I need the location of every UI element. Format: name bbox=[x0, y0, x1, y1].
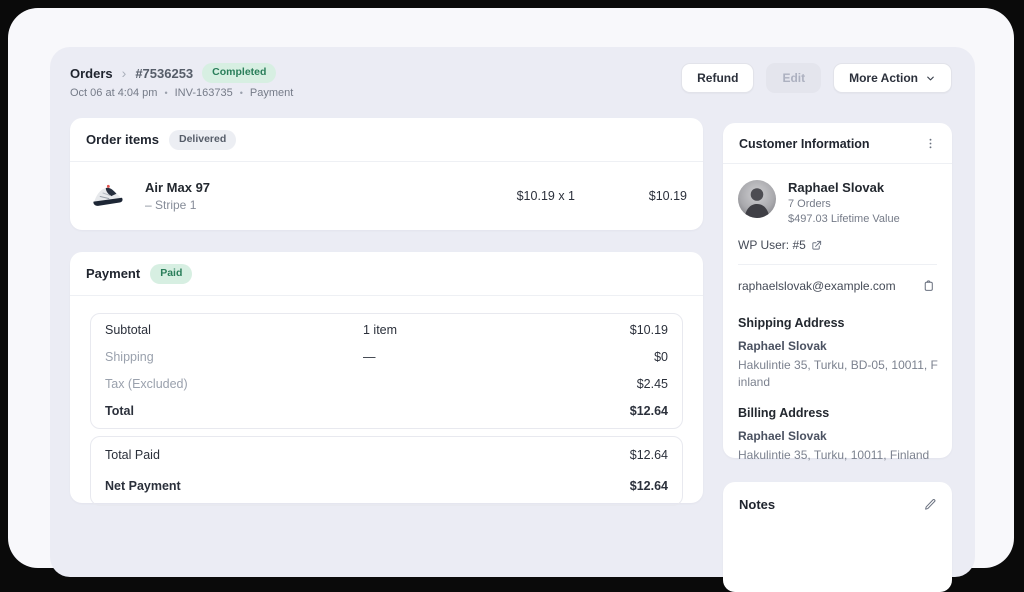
notes-header: Notes bbox=[723, 482, 952, 525]
row-label: Net Payment bbox=[105, 479, 181, 494]
row-value: $0 bbox=[654, 350, 668, 365]
order-items-card: Order items Delivered bbox=[70, 118, 703, 230]
breadcrumb: Orders › #7536253 Completed bbox=[70, 63, 277, 83]
notes-card: Notes bbox=[723, 482, 952, 592]
wp-user-link[interactable]: WP User: #5 bbox=[738, 238, 937, 252]
refund-button[interactable]: Refund bbox=[681, 63, 755, 93]
customer-summary: Raphael Slovak 7 Orders $497.03 Lifetime… bbox=[738, 180, 937, 225]
order-detail-panel: Orders › #7536253 Completed Oct 06 at 4:… bbox=[50, 47, 975, 592]
product-variant: – Stripe 1 bbox=[145, 198, 197, 213]
delivery-status-badge: Delivered bbox=[168, 130, 237, 150]
shipping-address-name: Raphael Slovak bbox=[738, 339, 827, 353]
chevron-down-icon bbox=[925, 73, 936, 84]
external-link-icon bbox=[811, 240, 822, 251]
edit-button[interactable]: Edit bbox=[766, 63, 822, 93]
customer-card-body: Raphael Slovak 7 Orders $497.03 Lifetime… bbox=[723, 180, 952, 464]
row-label: Total bbox=[105, 404, 134, 419]
order-meta-section: Payment bbox=[249, 87, 294, 99]
avatar bbox=[738, 180, 776, 218]
copy-icon[interactable] bbox=[920, 277, 937, 294]
edit-pencil-icon[interactable] bbox=[922, 496, 939, 513]
kebab-menu-icon[interactable] bbox=[922, 135, 939, 152]
row-value: $12.64 bbox=[629, 404, 668, 419]
more-action-button[interactable]: More Action bbox=[833, 63, 952, 93]
row-value: $12.64 bbox=[629, 448, 668, 463]
product-name: Air Max 97 bbox=[145, 180, 211, 196]
order-items-header: Order items Delivered bbox=[70, 118, 703, 162]
product-line-total: $10.19 bbox=[648, 189, 687, 204]
order-item-row: Air Max 97 – Stripe 1 $10.19 x 1 $10.19 bbox=[70, 162, 703, 231]
payment-row-shipping: Shipping — $0 bbox=[91, 344, 682, 371]
customer-email-row: raphaelslovak@example.com bbox=[738, 265, 937, 305]
shipping-address-heading: Shipping Address bbox=[738, 316, 845, 330]
divider bbox=[738, 264, 937, 265]
row-label: Total Paid bbox=[105, 448, 160, 463]
payment-row-net-payment: Net Payment $12.64 bbox=[91, 471, 682, 502]
payment-card: Payment Paid Subtotal 1 item $10.19 Ship… bbox=[70, 252, 703, 506]
payment-header: Payment Paid bbox=[70, 252, 703, 296]
row-label: Tax (Excluded) bbox=[105, 377, 188, 392]
payment-title: Payment bbox=[86, 266, 141, 282]
product-unit-price: $10.19 x 1 bbox=[516, 189, 575, 204]
row-detail: — bbox=[363, 350, 376, 365]
row-value: $2.45 bbox=[636, 377, 668, 392]
app-window: Orders › #7536253 Completed Oct 06 at 4:… bbox=[8, 8, 1014, 592]
row-value: $10.19 bbox=[629, 323, 668, 338]
customer-name: Raphael Slovak bbox=[788, 180, 885, 195]
row-detail: 1 item bbox=[363, 323, 398, 338]
order-date: Oct 06 at 4:04 pm bbox=[70, 87, 158, 99]
customer-information-card: Customer Information bbox=[723, 123, 952, 462]
customer-card-title: Customer Information bbox=[739, 136, 870, 151]
meta-dot: • bbox=[239, 88, 243, 98]
billing-address-name: Raphael Slovak bbox=[738, 428, 827, 443]
more-action-label: More Action bbox=[849, 71, 918, 85]
meta-dot: • bbox=[164, 88, 168, 98]
payment-totals-table: Subtotal 1 item $10.19 Shipping — $0 Tax… bbox=[90, 312, 683, 429]
order-meta: Oct 06 at 4:04 pm • INV-163735 • Payment bbox=[70, 87, 293, 99]
product-info: Air Max 97 – Stripe 1 bbox=[145, 180, 517, 212]
notes-title: Notes bbox=[739, 497, 776, 512]
row-label: Subtotal bbox=[105, 323, 151, 338]
customer-info: Raphael Slovak 7 Orders $497.03 Lifetime… bbox=[788, 180, 900, 225]
wp-user-label: WP User: #5 bbox=[738, 238, 806, 252]
payment-row-tax: Tax (Excluded) $2.45 bbox=[91, 371, 682, 398]
order-number: #7536253 bbox=[135, 65, 194, 81]
customer-lifetime-value: $497.03 Lifetime Value bbox=[788, 213, 900, 225]
billing-address-heading: Billing Address bbox=[738, 405, 830, 420]
payment-row-subtotal: Subtotal 1 item $10.19 bbox=[91, 317, 682, 344]
customer-orders-count: 7 Orders bbox=[788, 198, 831, 210]
payment-row-total-paid: Total Paid $12.64 bbox=[91, 440, 682, 471]
breadcrumb-orders-link[interactable]: Orders bbox=[70, 65, 113, 81]
order-items-title: Order items bbox=[86, 132, 159, 148]
order-status-badge: Completed bbox=[202, 63, 277, 83]
payment-row-total: Total $12.64 bbox=[91, 398, 682, 425]
customer-email: raphaelslovak@example.com bbox=[738, 278, 896, 293]
payment-summary-table: Total Paid $12.64 Net Payment $12.64 bbox=[90, 435, 683, 506]
paid-status-badge: Paid bbox=[150, 264, 193, 284]
row-value: $12.64 bbox=[629, 479, 668, 494]
customer-card-header: Customer Information bbox=[723, 123, 952, 164]
product-thumbnail bbox=[86, 174, 129, 218]
shipping-address-text: Hakulintie 35, Turku, BD-05, 10011, Finl… bbox=[738, 358, 938, 390]
row-label: Shipping bbox=[105, 350, 154, 365]
billing-address-text: Hakulintie 35, Turku, 10011, Finland bbox=[738, 447, 930, 462]
header-actions: Refund Edit More Action bbox=[681, 63, 952, 93]
breadcrumb-chevron-icon: › bbox=[121, 65, 127, 81]
sneaker-image bbox=[86, 174, 129, 218]
order-invoice: INV-163735 bbox=[174, 87, 233, 99]
